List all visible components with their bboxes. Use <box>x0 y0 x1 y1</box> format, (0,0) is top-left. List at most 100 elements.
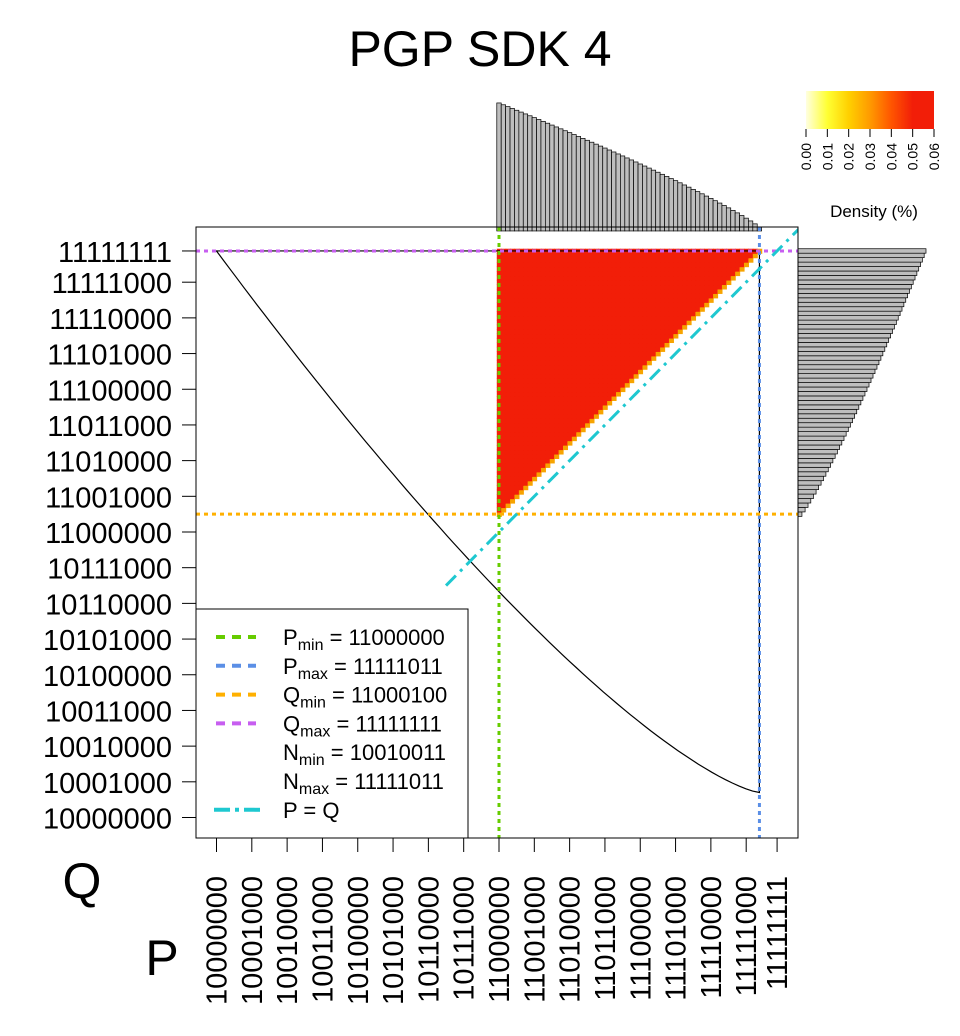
right-hist-bar <box>797 382 870 388</box>
heatmap-cell <box>593 373 599 379</box>
heatmap-cell <box>576 262 582 268</box>
heatmap-cell <box>514 324 520 330</box>
heatmap-cell <box>523 333 529 339</box>
heatmap-cell <box>642 355 648 361</box>
heatmap-cell <box>549 422 555 428</box>
heatmap-cell <box>545 315 551 321</box>
heatmap-cell <box>646 342 652 348</box>
right-hist-bar <box>797 449 838 455</box>
right-hist-bar <box>797 431 847 437</box>
heatmap-cell <box>576 306 582 312</box>
heatmap-cell <box>593 329 599 335</box>
heatmap-cell <box>549 346 555 352</box>
heatmap-cell <box>593 413 599 419</box>
heatmap-cell <box>633 257 639 263</box>
heatmap-cell <box>558 373 564 379</box>
heatmap-cell <box>558 329 564 335</box>
heatmap-cell <box>536 315 542 321</box>
heatmap-cell <box>598 266 604 272</box>
heatmap-cell <box>523 288 529 294</box>
heatmap-cell <box>668 279 674 286</box>
heatmap-cell <box>567 329 573 335</box>
heatmap-cell <box>611 324 617 330</box>
heatmap-cell <box>677 288 683 294</box>
heatmap-cell <box>518 387 524 393</box>
heatmap-cell <box>615 364 621 370</box>
heatmap-cell <box>629 284 635 290</box>
heatmap-cell <box>558 427 564 433</box>
heatmap-cell <box>518 449 524 455</box>
heatmap-cell <box>545 364 551 370</box>
heatmap-cell <box>730 271 736 277</box>
heatmap-cell <box>554 413 560 419</box>
heatmap-cell <box>655 253 661 259</box>
heatmap-cell <box>536 369 542 375</box>
heatmap-cell <box>567 360 573 366</box>
heatmap-cell <box>660 337 666 344</box>
top-hist-bar <box>695 191 701 232</box>
heatmap-cell <box>651 329 657 335</box>
heatmap-cell <box>567 346 573 352</box>
heatmap-cell <box>691 315 697 321</box>
heatmap-cell <box>624 369 630 375</box>
right-hist-bar <box>797 377 872 383</box>
heatmap-cell <box>505 373 511 379</box>
heatmap-cell <box>576 266 582 272</box>
heatmap-cell <box>593 253 599 259</box>
heatmap-cell <box>554 369 560 375</box>
heatmap-cell <box>638 311 644 317</box>
top-hist-bar <box>593 143 599 232</box>
heatmap-cell <box>585 253 591 259</box>
heatmap-cell <box>615 275 621 281</box>
heatmap-cell <box>532 306 538 312</box>
heatmap-cell <box>545 431 551 437</box>
heatmap-cell <box>589 333 595 339</box>
heatmap-cell <box>585 275 591 281</box>
heatmap-cell <box>567 395 573 402</box>
heatmap-cell <box>651 293 657 299</box>
heatmap-cell <box>602 306 608 312</box>
heatmap-cell <box>527 266 533 272</box>
heatmap-cell <box>527 431 533 437</box>
heatmap-cell <box>501 342 507 348</box>
heatmap-cell <box>580 427 586 433</box>
heatmap-cell <box>536 449 542 455</box>
heatmap-cell <box>633 373 639 379</box>
heatmap-cell <box>536 306 542 312</box>
heatmap-cell <box>735 253 741 259</box>
heatmap-cell <box>589 364 595 370</box>
heatmap-cell <box>664 297 670 303</box>
heatmap-cell <box>501 489 507 495</box>
top-hist-bar <box>646 167 652 232</box>
p-equals-q-line <box>444 227 798 587</box>
heatmap-cell <box>651 346 657 352</box>
heatmap-cell <box>514 284 520 290</box>
heatmap-cell <box>607 400 613 406</box>
heatmap-cell <box>589 351 595 357</box>
heatmap-cell <box>593 404 599 410</box>
heatmap-cell <box>527 409 533 415</box>
heatmap-cell <box>638 266 644 272</box>
heatmap-cell <box>638 315 644 321</box>
heatmap-cell <box>677 324 683 330</box>
heatmap-cell <box>536 346 542 352</box>
colorbar-tick-label: 0.06 <box>926 143 942 170</box>
heatmap-cell <box>629 293 635 299</box>
heatmap-cell <box>598 284 604 290</box>
heatmap-cell <box>642 262 648 268</box>
heatmap-cell <box>558 360 564 366</box>
heatmap-cell <box>549 431 555 437</box>
top-hist-bar <box>553 126 559 232</box>
heatmap-cell <box>615 391 621 397</box>
heatmap-cell <box>545 462 551 468</box>
heatmap-cell <box>532 342 538 348</box>
heatmap-cell <box>651 306 657 312</box>
heatmap-cell <box>501 293 507 299</box>
heatmap-cell <box>638 288 644 294</box>
heatmap-cell <box>571 284 577 290</box>
heatmap-cell <box>598 275 604 281</box>
heatmap-cell <box>576 297 582 303</box>
heatmap-cell <box>545 369 551 375</box>
heatmap-cell <box>518 378 524 384</box>
heatmap-cell <box>527 302 533 308</box>
